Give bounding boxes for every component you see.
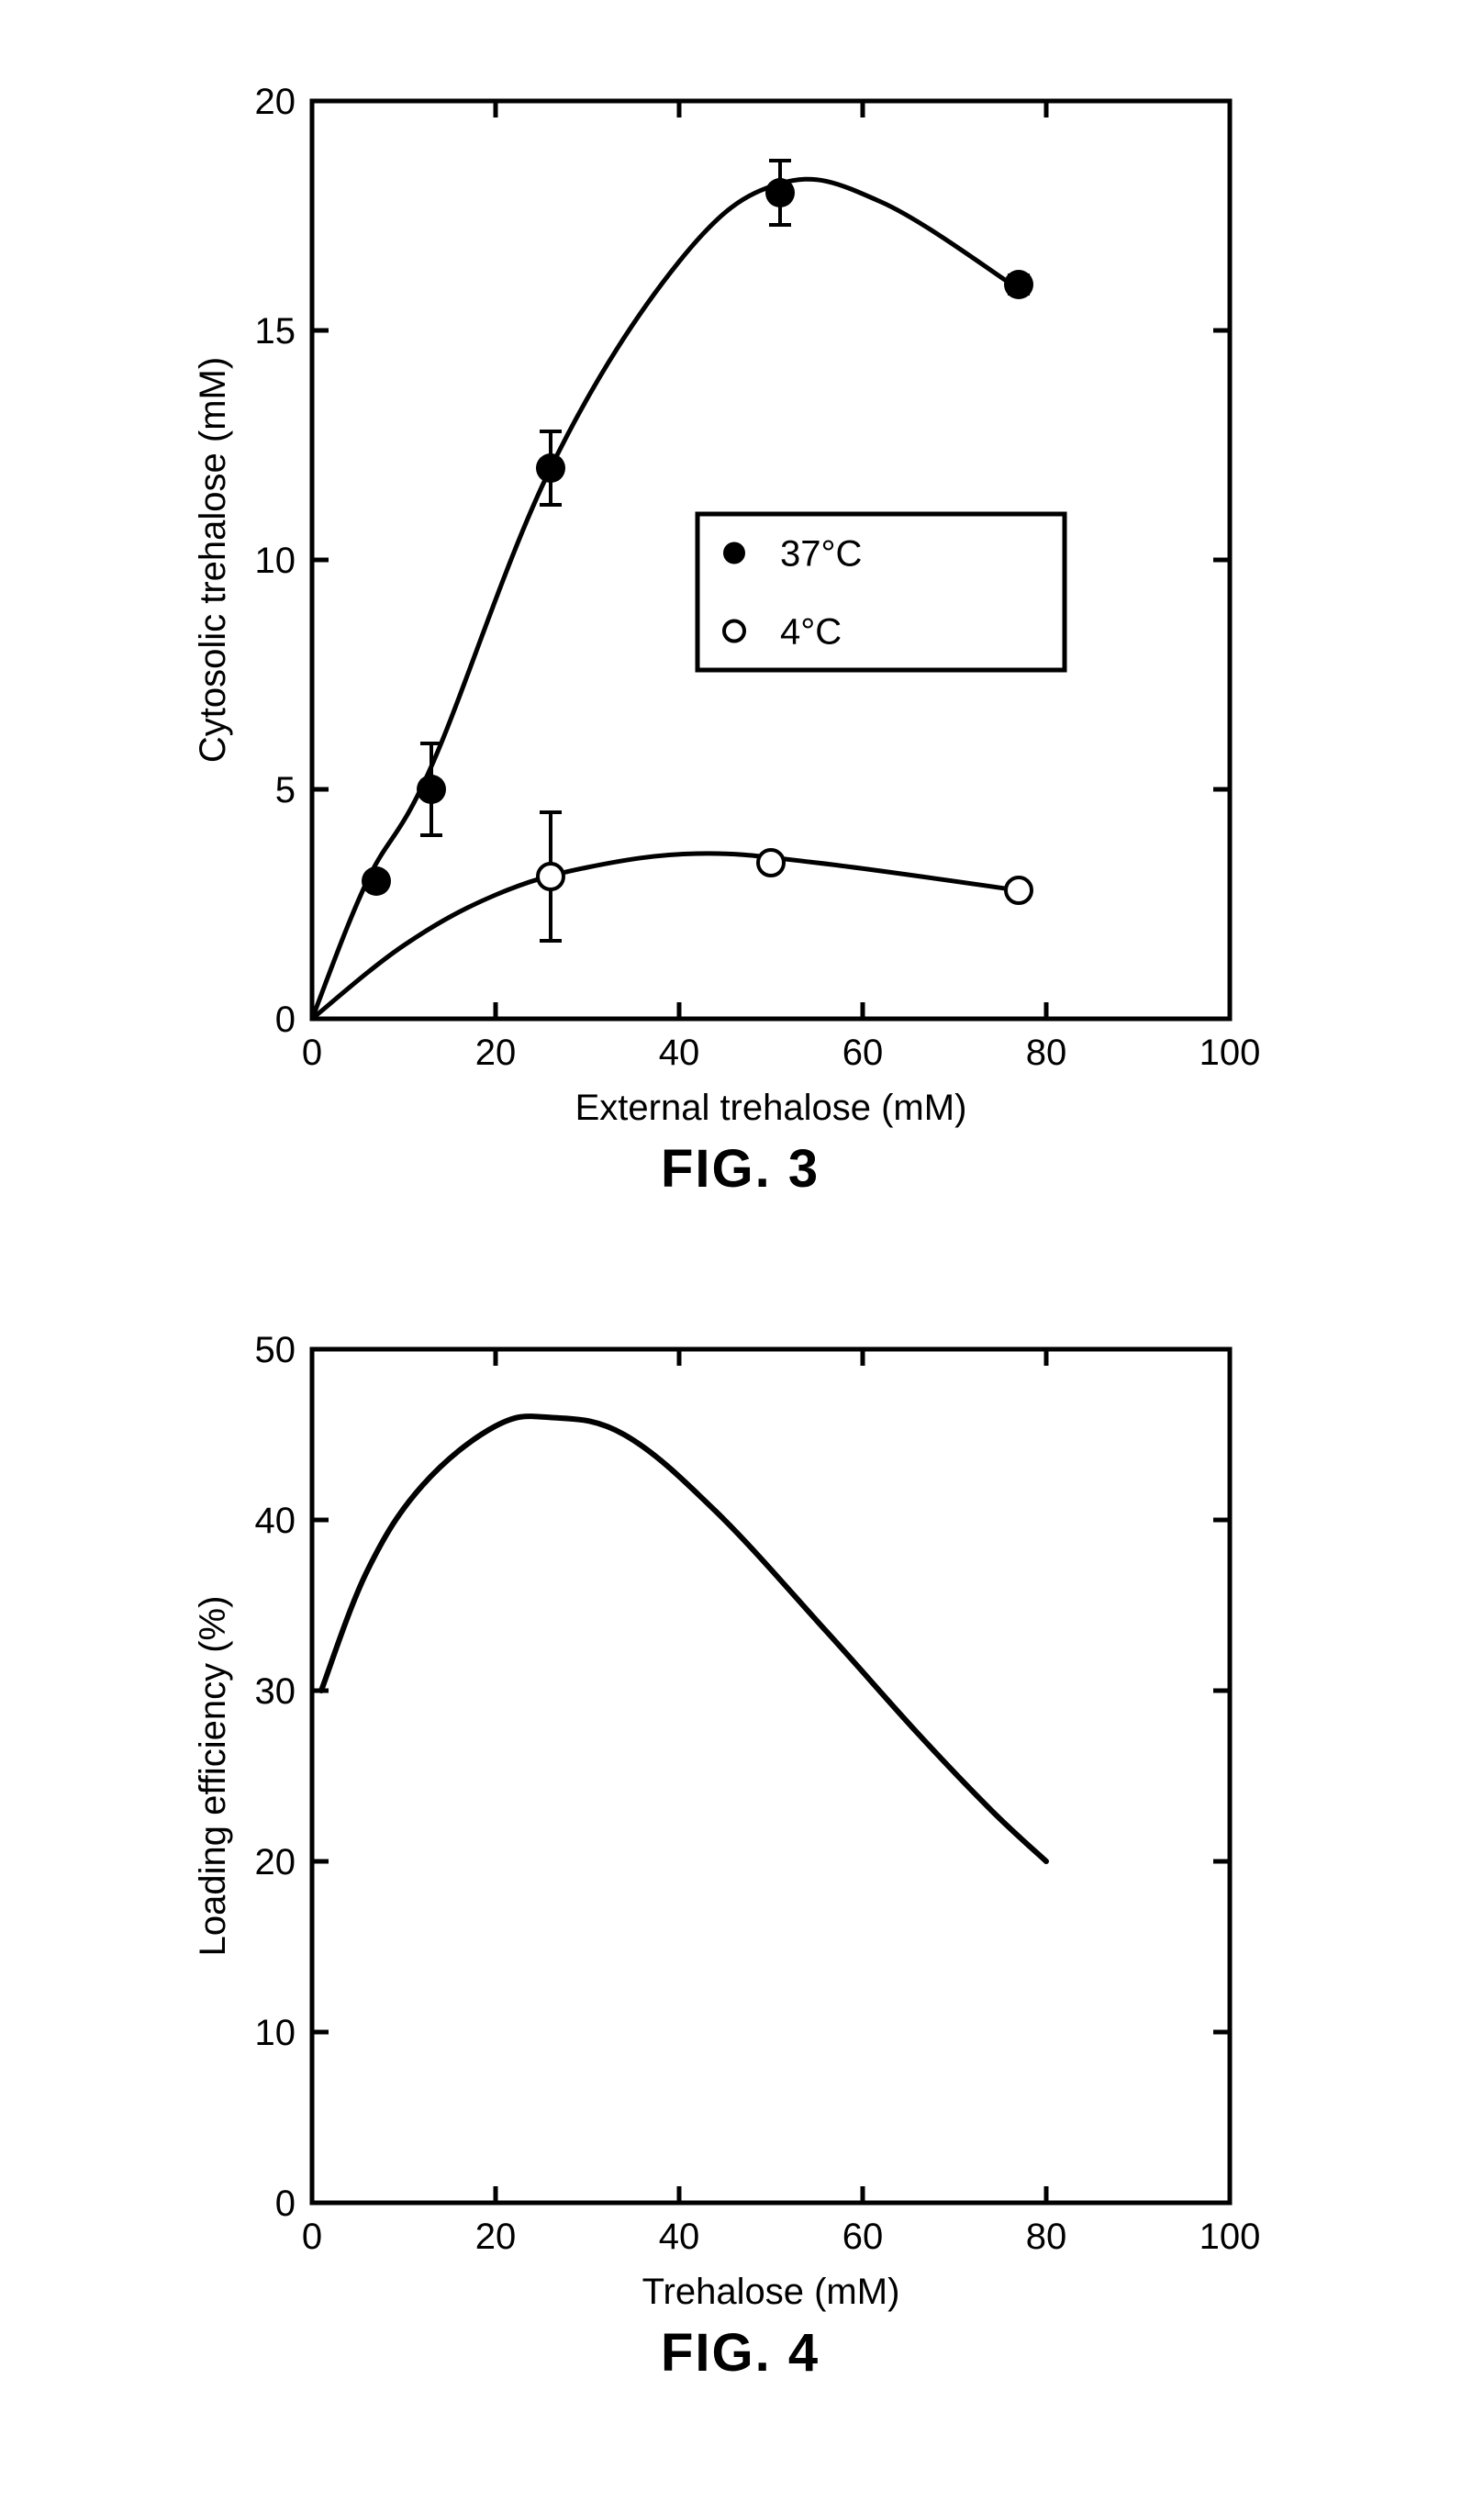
xtick-label: 20 — [475, 1033, 517, 1073]
ytick-label: 0 — [275, 2184, 296, 2224]
ytick-label: 5 — [275, 770, 296, 810]
xtick-label: 80 — [1026, 2217, 1067, 2257]
legend-marker-filled — [723, 542, 745, 564]
xtick-label: 40 — [659, 1033, 700, 1073]
fig3-caption: FIG. 3 — [661, 1138, 820, 1200]
ytick-label: 10 — [255, 2013, 296, 2053]
x-axis-label: Trehalose (mM) — [642, 2272, 900, 2312]
xtick-label: 80 — [1026, 1033, 1067, 1073]
point-filled — [1004, 270, 1033, 299]
point-filled — [417, 775, 446, 804]
ytick-label: 20 — [255, 82, 296, 122]
point-open — [1006, 877, 1032, 903]
xtick-label: 0 — [302, 2217, 322, 2257]
legend-box — [697, 514, 1065, 670]
y-axis-label: Loading efficiency (%) — [193, 1596, 233, 1957]
legend-label: 37°C — [780, 534, 862, 575]
xtick-label: 100 — [1199, 2217, 1261, 2257]
xtick-label: 20 — [475, 2217, 517, 2257]
fig4-svg: 02040608010001020304050Trehalose (mM)Loa… — [312, 1349, 1230, 2203]
y-axis-label: Cytosolic trehalose (mM) — [193, 357, 233, 763]
ytick-label: 0 — [275, 1000, 296, 1040]
xtick-label: 0 — [302, 1033, 322, 1073]
fig4-caption: FIG. 4 — [661, 2322, 820, 2384]
legend-label: 4°C — [780, 612, 842, 653]
ytick-label: 15 — [255, 311, 296, 352]
fig3-svg: 02040608010005101520External trehalose (… — [312, 101, 1230, 1019]
point-filled — [536, 453, 565, 483]
ytick-label: 50 — [255, 1330, 296, 1370]
xtick-label: 100 — [1199, 1033, 1261, 1073]
xtick-label: 60 — [842, 2217, 884, 2257]
ytick-label: 10 — [255, 541, 296, 581]
xtick-label: 40 — [659, 2217, 700, 2257]
point-open — [758, 850, 784, 876]
legend-marker-open — [724, 621, 744, 642]
x-axis-label: External trehalose (mM) — [575, 1088, 967, 1128]
fig3-panel: 02040608010005101520External trehalose (… — [312, 101, 1230, 1019]
xtick-label: 60 — [842, 1033, 884, 1073]
ytick-label: 40 — [255, 1501, 296, 1541]
ytick-label: 20 — [255, 1842, 296, 1882]
ytick-label: 30 — [255, 1671, 296, 1712]
plot-frame — [312, 1349, 1230, 2203]
point-filled — [362, 866, 391, 896]
point-filled — [765, 178, 795, 207]
point-open — [538, 864, 563, 889]
fig4-panel: 02040608010001020304050Trehalose (mM)Loa… — [312, 1349, 1230, 2203]
